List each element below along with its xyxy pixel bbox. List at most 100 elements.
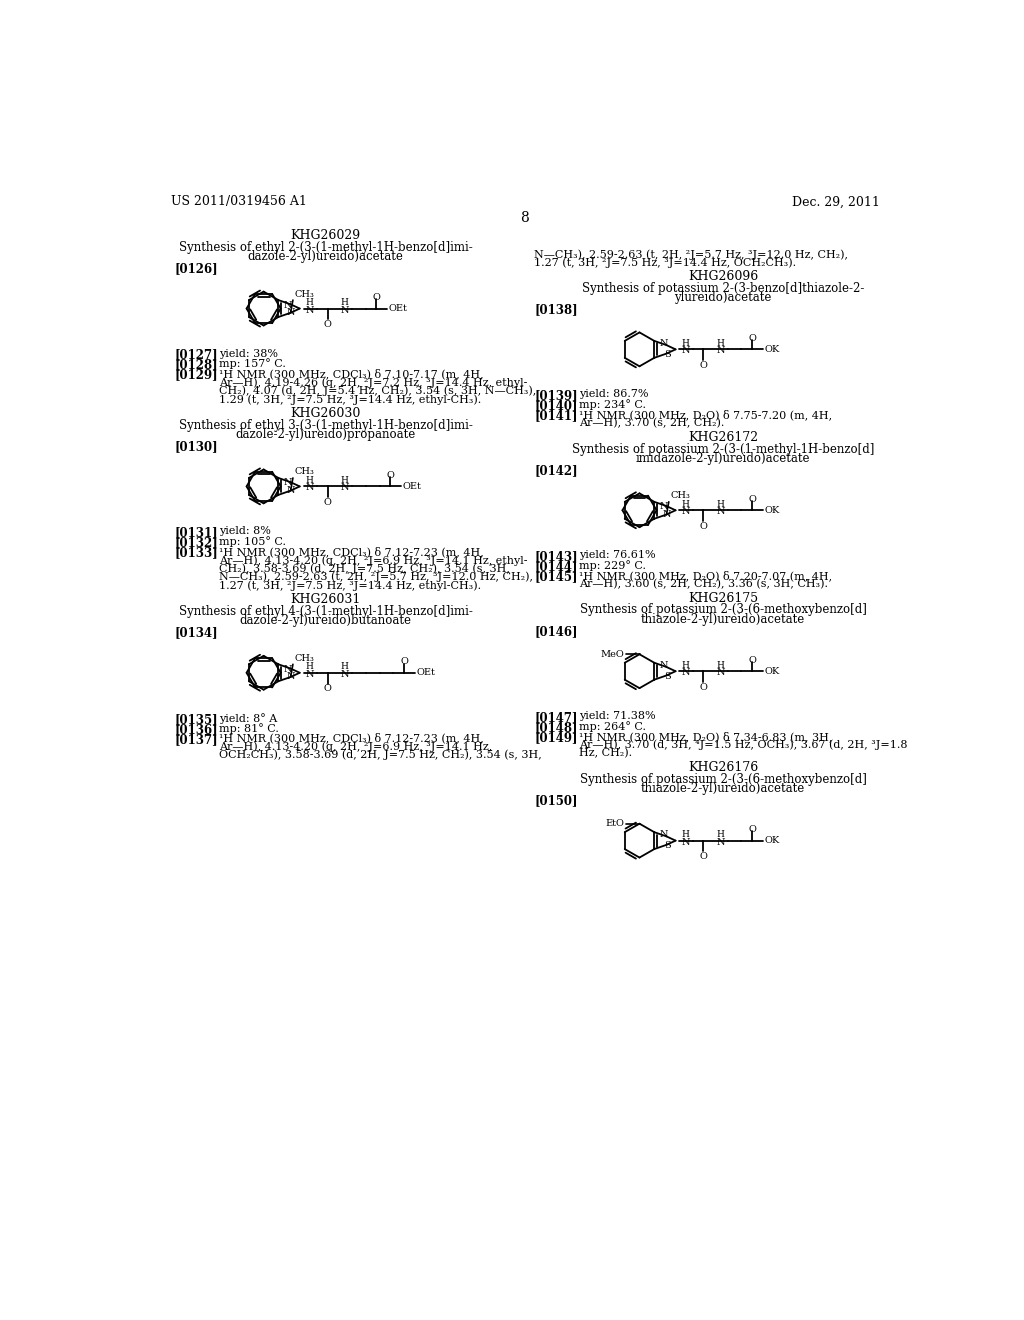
- Text: N—CH₃), 2.59-2.63 (t, 2H, ²J=5.7 Hz, ³J=12.0 Hz, CH₂),: N—CH₃), 2.59-2.63 (t, 2H, ²J=5.7 Hz, ³J=…: [535, 249, 848, 260]
- Text: O: O: [699, 521, 708, 531]
- Text: H: H: [341, 475, 348, 484]
- Text: N: N: [284, 478, 293, 487]
- Text: dazole-2-yl)ureido)acetate: dazole-2-yl)ureido)acetate: [248, 249, 403, 263]
- Text: N: N: [716, 507, 725, 516]
- Text: H: H: [306, 475, 313, 484]
- Text: H: H: [682, 339, 689, 347]
- Text: S: S: [664, 841, 671, 850]
- Text: ¹H NMR (300 MHz, D₂O) δ 7.34-6.83 (m, 3H,: ¹H NMR (300 MHz, D₂O) δ 7.34-6.83 (m, 3H…: [579, 731, 833, 742]
- Text: O: O: [324, 498, 332, 507]
- Text: [0145]: [0145]: [535, 570, 578, 583]
- Text: [0128]: [0128]: [174, 359, 218, 372]
- Text: O: O: [400, 657, 409, 667]
- Text: N: N: [340, 306, 349, 314]
- Text: Synthesis of potassium 2-(3-(6-methoxybenzo[d]: Synthesis of potassium 2-(3-(6-methoxybe…: [580, 774, 866, 785]
- Text: yield: 86.7%: yield: 86.7%: [579, 389, 648, 400]
- Text: O: O: [749, 495, 757, 504]
- Text: 8: 8: [520, 211, 529, 224]
- Text: dazole-2-yl)ureido)butanoate: dazole-2-yl)ureido)butanoate: [240, 614, 412, 627]
- Text: N: N: [305, 483, 314, 492]
- Text: H: H: [717, 830, 724, 840]
- Text: Synthesis of potassium 2-(3-(1-methyl-1H-benzo[d]: Synthesis of potassium 2-(3-(1-methyl-1H…: [572, 442, 874, 455]
- Text: N: N: [340, 483, 349, 492]
- Text: N: N: [716, 668, 725, 677]
- Text: mp: 229° C.: mp: 229° C.: [579, 561, 646, 572]
- Text: CH₃: CH₃: [295, 289, 314, 298]
- Text: [0137]: [0137]: [174, 733, 218, 746]
- Text: yield: 38%: yield: 38%: [219, 348, 279, 359]
- Text: [0138]: [0138]: [535, 304, 578, 317]
- Text: H: H: [306, 663, 313, 671]
- Text: O: O: [373, 293, 380, 302]
- Text: [0141]: [0141]: [535, 409, 578, 422]
- Text: CH₂), 3.58-3.69 (d, 2H, J=7.5 Hz, CH₂), 3.54 (s, 3H,: CH₂), 3.58-3.69 (d, 2H, J=7.5 Hz, CH₂), …: [219, 564, 510, 574]
- Text: yield: 76.61%: yield: 76.61%: [579, 550, 655, 560]
- Text: N: N: [681, 668, 690, 677]
- Text: H: H: [717, 500, 724, 508]
- Text: EtO: EtO: [605, 820, 624, 828]
- Text: [0135]: [0135]: [174, 713, 218, 726]
- Text: 1.27 (t, 3H, ²J=7.5 Hz, ³J=14.4 Hz, OCH₂CH₃).: 1.27 (t, 3H, ²J=7.5 Hz, ³J=14.4 Hz, OCH₂…: [535, 257, 797, 268]
- Text: Ar—H), 3.70 (s, 2H, CH₂).: Ar—H), 3.70 (s, 2H, CH₂).: [579, 418, 724, 428]
- Text: 1.29 (t, 3H, ²J=7.5 Hz, ³J=14.4 Hz, ethyl-CH₃).: 1.29 (t, 3H, ²J=7.5 Hz, ³J=14.4 Hz, ethy…: [219, 395, 481, 405]
- Text: S: S: [664, 350, 671, 359]
- Text: yield: 71.38%: yield: 71.38%: [579, 711, 655, 721]
- Text: [0127]: [0127]: [174, 348, 218, 362]
- Text: OEt: OEt: [417, 668, 435, 677]
- Text: ¹H NMR (300 MHz, D₂O) δ 7.20-7.07 (m, 4H,: ¹H NMR (300 MHz, D₂O) δ 7.20-7.07 (m, 4H…: [579, 570, 833, 581]
- Text: Synthesis of ethyl 3-(3-(1-methyl-1H-benzo[d]imi-: Synthesis of ethyl 3-(3-(1-methyl-1H-ben…: [178, 418, 472, 432]
- Text: ¹H NMR (300 MHz, D₂O) δ 7.75-7.20 (m, 4H,: ¹H NMR (300 MHz, D₂O) δ 7.75-7.20 (m, 4H…: [579, 409, 833, 420]
- Text: N: N: [287, 309, 295, 317]
- Text: MeO: MeO: [600, 649, 624, 659]
- Text: N: N: [716, 838, 725, 846]
- Text: [0143]: [0143]: [535, 550, 578, 564]
- Text: Ar—H), 4.13-4.20 (q, 2H, ²J=6.9 Hz, ³J=14.1 Hz, ethyl-: Ar—H), 4.13-4.20 (q, 2H, ²J=6.9 Hz, ³J=1…: [219, 554, 528, 565]
- Text: N: N: [305, 306, 314, 314]
- Text: KHG26096: KHG26096: [688, 271, 759, 282]
- Text: CH₃: CH₃: [671, 491, 690, 500]
- Text: mp: 157° C.: mp: 157° C.: [219, 359, 287, 370]
- Text: N: N: [659, 830, 669, 840]
- Text: H: H: [682, 500, 689, 508]
- Text: [0146]: [0146]: [535, 626, 578, 638]
- Text: [0147]: [0147]: [535, 711, 578, 725]
- Text: [0134]: [0134]: [174, 627, 218, 640]
- Text: S: S: [664, 672, 671, 681]
- Text: mp: 105° C.: mp: 105° C.: [219, 536, 287, 548]
- Text: Synthesis of potassium 2-(3-benzo[d]thiazole-2-: Synthesis of potassium 2-(3-benzo[d]thia…: [582, 281, 864, 294]
- Text: KHG26176: KHG26176: [688, 762, 759, 775]
- Text: [0136]: [0136]: [174, 723, 218, 735]
- Text: [0140]: [0140]: [535, 400, 578, 412]
- Text: [0148]: [0148]: [535, 721, 578, 734]
- Text: CH₃: CH₃: [295, 653, 314, 663]
- Text: H: H: [682, 660, 689, 669]
- Text: mp: 81° C.: mp: 81° C.: [219, 723, 280, 734]
- Text: KHG26172: KHG26172: [688, 430, 758, 444]
- Text: [0126]: [0126]: [174, 263, 218, 276]
- Text: KHG26031: KHG26031: [291, 594, 360, 606]
- Text: [0150]: [0150]: [535, 795, 578, 808]
- Text: thiazole-2-yl)ureido)acetate: thiazole-2-yl)ureido)acetate: [641, 781, 805, 795]
- Text: [0132]: [0132]: [174, 536, 218, 549]
- Text: H: H: [341, 298, 348, 306]
- Text: O: O: [749, 334, 757, 343]
- Text: OEt: OEt: [402, 482, 422, 491]
- Text: O: O: [699, 362, 708, 370]
- Text: O: O: [699, 682, 708, 692]
- Text: Ar—H), 4.13-4.20 (q, 2H, ²J=6.9 Hz, ³J=14.1 Hz,: Ar—H), 4.13-4.20 (q, 2H, ²J=6.9 Hz, ³J=1…: [219, 742, 493, 752]
- Text: N: N: [284, 301, 293, 310]
- Text: ylureido)acetate: ylureido)acetate: [675, 290, 772, 304]
- Text: OK: OK: [765, 506, 780, 515]
- Text: OCH₂CH₃), 3.58-3.69 (d, 2H, J=7.5 Hz, CH₂), 3.54 (s, 3H,: OCH₂CH₃), 3.58-3.69 (d, 2H, J=7.5 Hz, CH…: [219, 750, 542, 760]
- Text: OK: OK: [765, 345, 780, 354]
- Text: O: O: [749, 656, 757, 665]
- Text: H: H: [341, 663, 348, 671]
- Text: N: N: [663, 510, 671, 519]
- Text: O: O: [324, 685, 332, 693]
- Text: Hz, CH₂).: Hz, CH₂).: [579, 748, 632, 759]
- Text: N: N: [659, 661, 669, 671]
- Text: N: N: [287, 672, 295, 681]
- Text: yield: 8%: yield: 8%: [219, 527, 271, 536]
- Text: thiazole-2-yl)ureido)acetate: thiazole-2-yl)ureido)acetate: [641, 612, 805, 626]
- Text: [0129]: [0129]: [174, 368, 218, 381]
